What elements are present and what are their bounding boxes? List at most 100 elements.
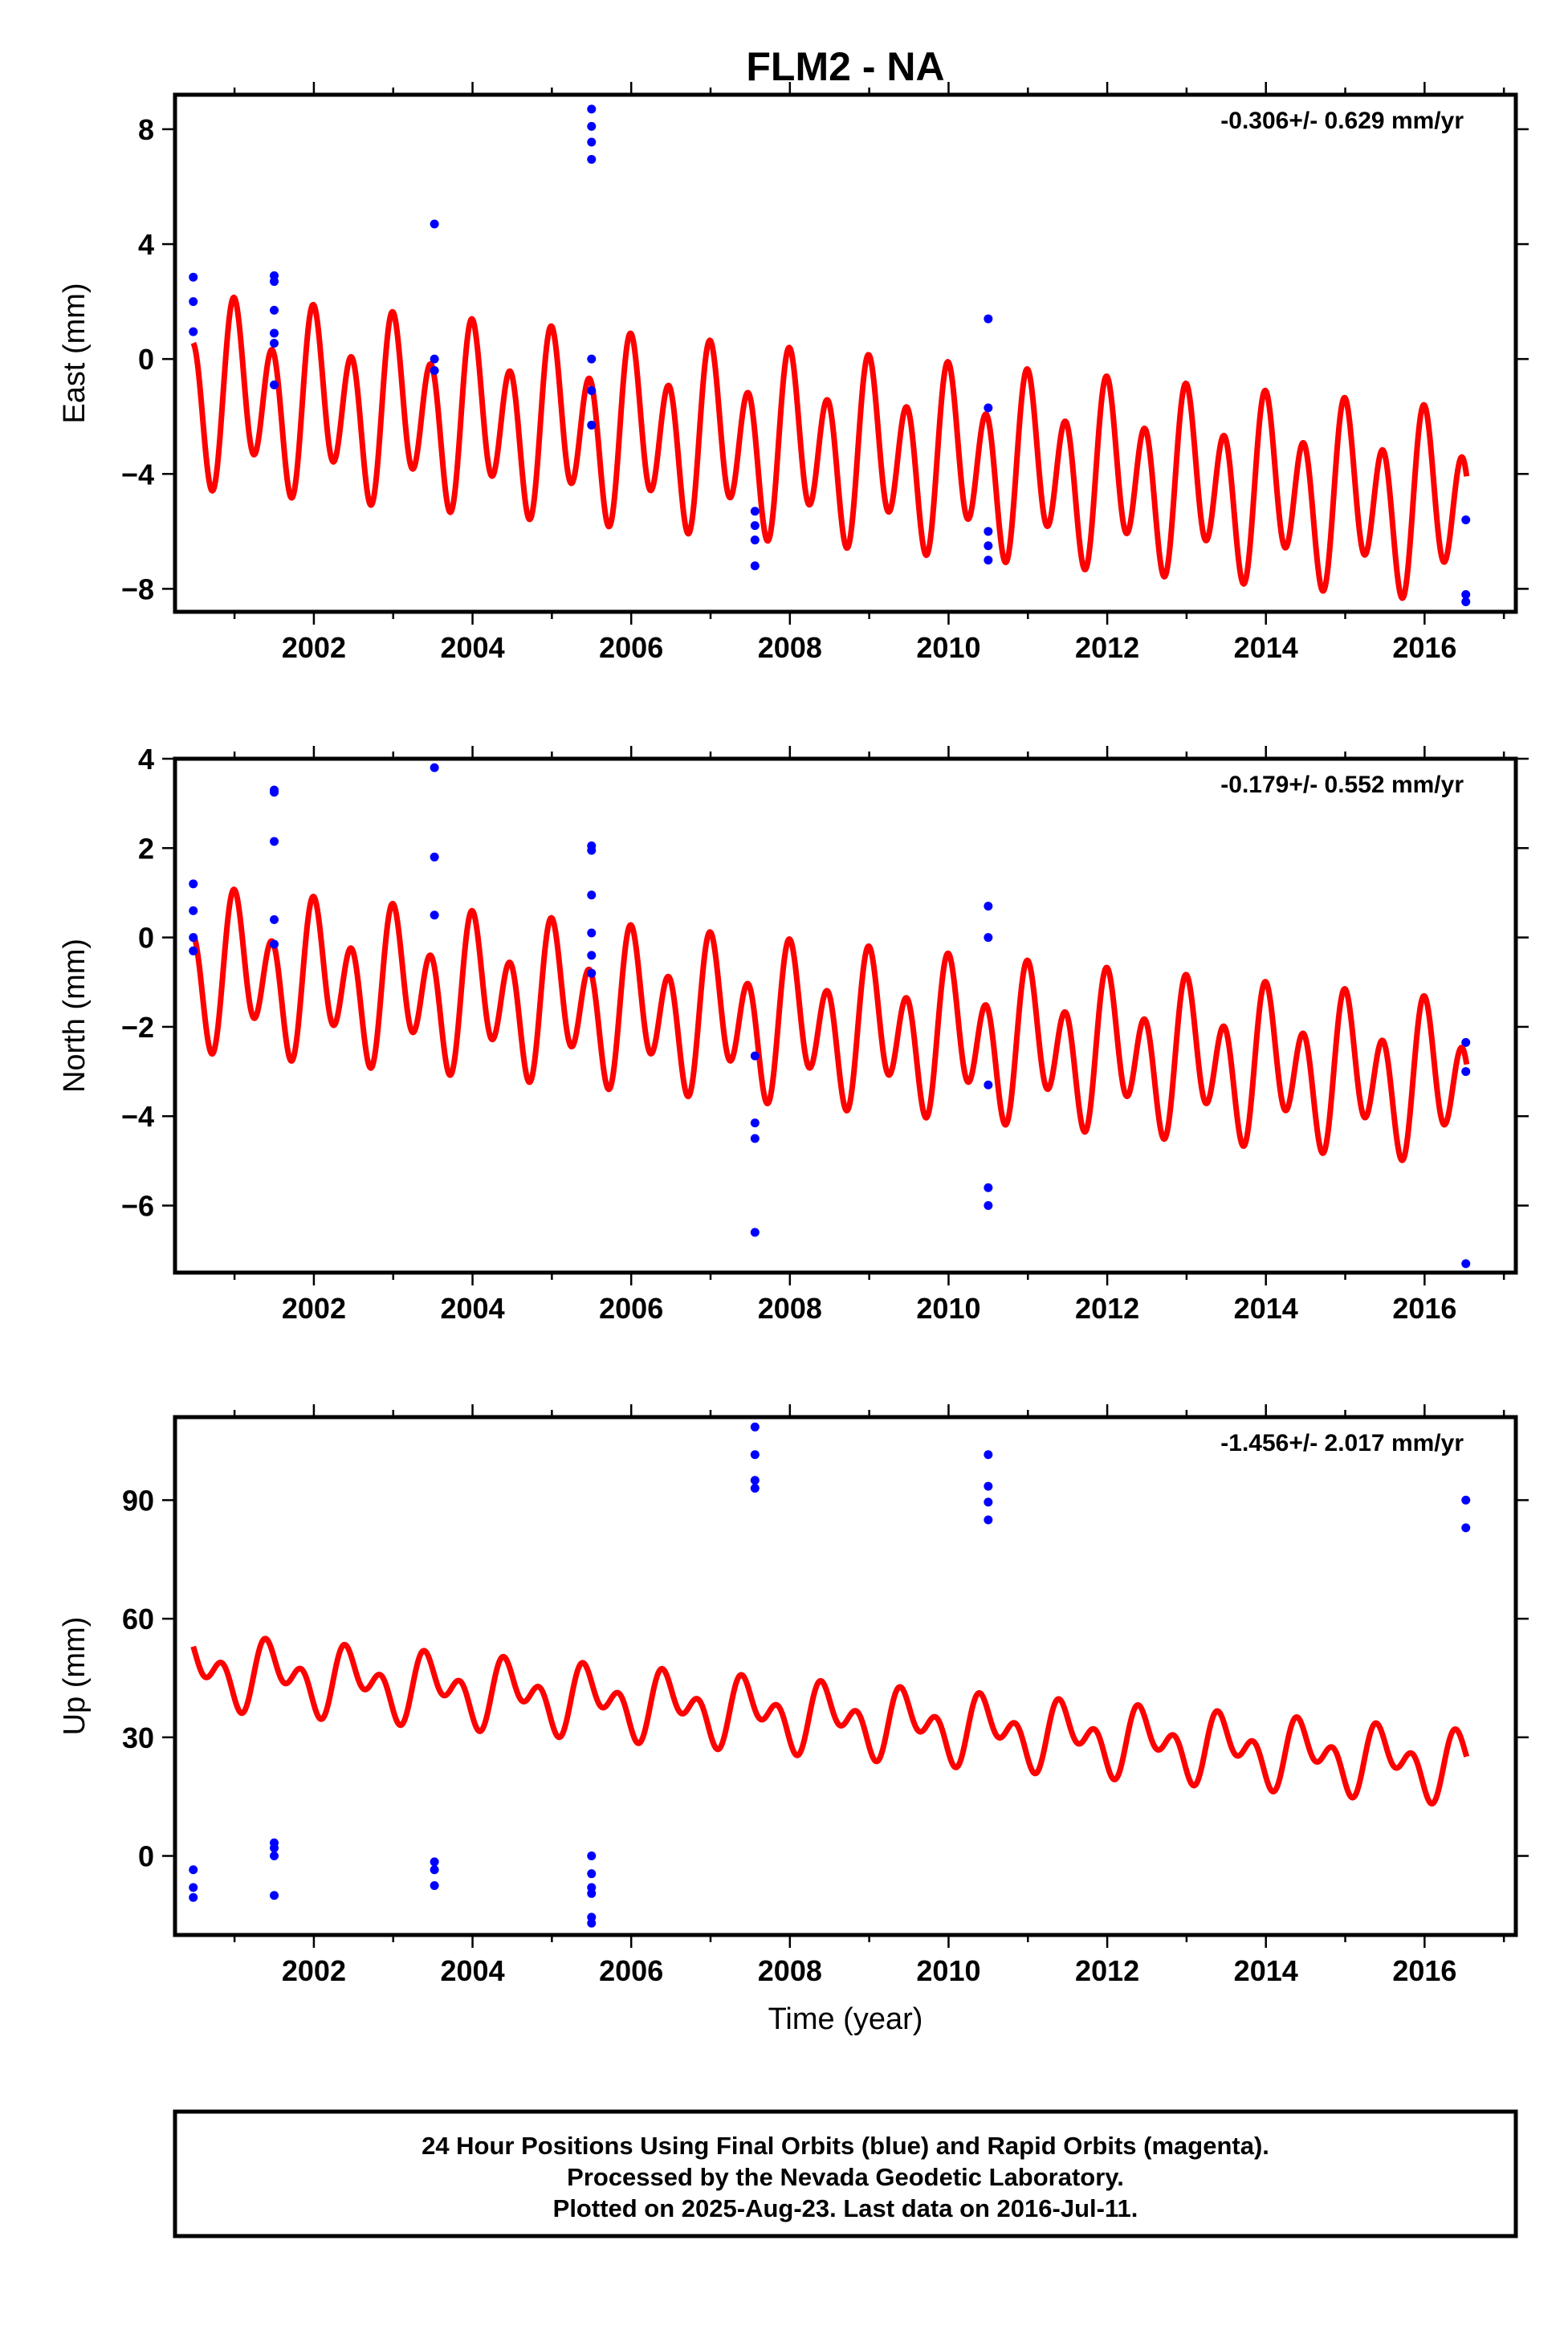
east-plot-frame xyxy=(173,92,1518,614)
east-xtick-label: 2012 xyxy=(1075,631,1139,664)
east-ylabel: East (mm) xyxy=(58,283,92,423)
north-data-point xyxy=(430,910,439,920)
east-data-point xyxy=(430,365,439,375)
figure-title: FLM2 - NA xyxy=(746,44,944,89)
north-ytick-label: −6 xyxy=(121,1190,154,1223)
up-data-point xyxy=(189,1883,198,1892)
north-data-point xyxy=(984,933,993,943)
up-ylabel: Up (mm) xyxy=(58,1617,92,1736)
east-data-point xyxy=(430,354,439,364)
up-data-point xyxy=(587,1918,597,1928)
east-xtick-label: 2010 xyxy=(916,631,980,664)
up-xtick-label: 2008 xyxy=(758,1954,822,1987)
up-ytick-label: 90 xyxy=(122,1484,154,1517)
up-data-point xyxy=(270,1891,279,1900)
east-data-point xyxy=(189,297,198,307)
east-data-point xyxy=(1461,597,1471,606)
east-data-point xyxy=(750,561,760,571)
up-data-point xyxy=(1461,1523,1471,1533)
up-model-fit-line xyxy=(190,1635,1470,1807)
up-panel: 2002 2004 2006 2008 2010 2012 2014 2016 0 30 60 90 U… xyxy=(58,1404,1529,2036)
up-data-point xyxy=(1461,1495,1471,1505)
north-model-fit-line xyxy=(190,886,1470,1163)
up-data-point xyxy=(750,1484,760,1493)
up-xtick-label: 2006 xyxy=(599,1954,663,1987)
east-panel: 2002 2004 2006 2008 2010 2012 2014 2016 −8 −4 0 4 8 E… xyxy=(58,82,1529,664)
up-data-point xyxy=(984,1515,993,1525)
up-data-point xyxy=(270,1843,279,1853)
north-data-point xyxy=(430,763,439,772)
up-ytick-label: 60 xyxy=(122,1603,154,1635)
north-data-point xyxy=(750,1228,760,1237)
north-rate-label: -0.179+/- 0.552 mm/yr xyxy=(1220,772,1464,798)
up-plot-frame xyxy=(173,1415,1518,1937)
east-data-point xyxy=(984,556,993,565)
east-ytick-label: 4 xyxy=(138,228,154,261)
east-data-point xyxy=(587,104,597,114)
east-model-fit-line xyxy=(190,294,1470,601)
up-data-point xyxy=(430,1865,439,1875)
up-rate-label: -1.456+/- 2.017 mm/yr xyxy=(1220,1430,1464,1456)
north-data-point xyxy=(270,939,279,949)
up-ytick-label: 30 xyxy=(122,1721,154,1754)
east-data-point xyxy=(189,272,198,282)
north-data-point xyxy=(1461,1259,1471,1269)
north-data-point xyxy=(750,1051,760,1061)
east-data-point xyxy=(1461,515,1471,525)
up-xtick-label: 2002 xyxy=(282,1954,346,1987)
east-data-point xyxy=(189,327,198,336)
north-data-point xyxy=(1461,1037,1471,1047)
east-data-point xyxy=(984,541,993,551)
north-ytick-label: 4 xyxy=(138,743,154,776)
north-data-point xyxy=(189,933,198,943)
north-data-point xyxy=(189,946,198,955)
east-data-point xyxy=(750,507,760,516)
north-data-point xyxy=(270,837,279,846)
east-data-point xyxy=(984,403,993,413)
footer-frame xyxy=(173,2109,1518,2238)
north-data-point xyxy=(750,1134,760,1143)
north-ylabel: North (mm) xyxy=(58,939,92,1093)
east-data-point xyxy=(984,527,993,536)
east-ytick-label: −4 xyxy=(121,458,154,491)
east-ytick-label: 0 xyxy=(138,343,154,376)
east-ytick-label: 8 xyxy=(138,113,154,146)
north-plot-frame xyxy=(173,756,1518,1275)
north-xtick-label: 2016 xyxy=(1392,1292,1456,1325)
north-ytick-label: −2 xyxy=(121,1011,154,1044)
north-data-point xyxy=(587,951,597,960)
north-data-point xyxy=(984,1183,993,1192)
east-data-point xyxy=(270,305,279,315)
north-data-point xyxy=(587,968,597,978)
east-xtick-label: 2002 xyxy=(282,631,346,664)
east-data-point xyxy=(750,536,760,545)
north-data-point xyxy=(189,906,198,915)
east-data-point xyxy=(587,137,597,147)
footer-line-2: Processed by the Nevada Geodetic Laborat… xyxy=(567,2163,1124,2191)
east-data-point xyxy=(1461,590,1471,600)
east-data-point xyxy=(270,338,279,348)
north-xtick-label: 2010 xyxy=(916,1292,980,1325)
up-data-point xyxy=(750,1450,760,1460)
east-data-point xyxy=(587,155,597,164)
up-xtick-label: 2012 xyxy=(1075,1954,1139,1987)
north-data-point xyxy=(984,1201,993,1211)
east-data-point xyxy=(270,328,279,338)
north-data-point xyxy=(270,788,279,797)
east-data-point xyxy=(984,314,993,324)
north-data-point xyxy=(750,1118,760,1128)
east-data-point xyxy=(270,277,279,287)
footer-line-3: Plotted on 2025-Aug-23. Last data on 201… xyxy=(553,2194,1138,2222)
up-data-point xyxy=(984,1450,993,1460)
up-xtick-label: 2010 xyxy=(916,1954,980,1987)
north-data-point xyxy=(189,879,198,889)
up-data-point xyxy=(430,1857,439,1867)
east-data-point xyxy=(587,354,597,364)
up-xtick-label: 2014 xyxy=(1234,1954,1298,1987)
north-data-point xyxy=(430,852,439,862)
north-ytick-label: 0 xyxy=(138,922,154,955)
north-data-point xyxy=(1461,1067,1471,1077)
east-xtick-label: 2006 xyxy=(599,631,663,664)
up-data-point xyxy=(750,1476,760,1485)
up-ytick-label: 0 xyxy=(138,1840,154,1873)
